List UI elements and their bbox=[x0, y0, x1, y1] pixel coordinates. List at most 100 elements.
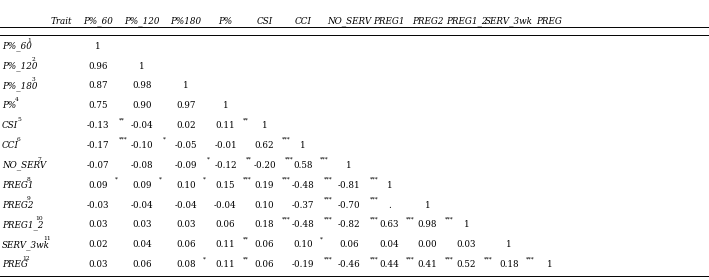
Text: 0.06: 0.06 bbox=[339, 240, 359, 249]
Text: 0.90: 0.90 bbox=[132, 101, 152, 110]
Text: -0.08: -0.08 bbox=[130, 161, 153, 170]
Text: ***: *** bbox=[281, 176, 290, 181]
Text: PREG: PREG bbox=[2, 260, 28, 269]
Text: ***: *** bbox=[445, 216, 453, 221]
Text: 0.02: 0.02 bbox=[88, 240, 108, 249]
Text: 0.15: 0.15 bbox=[216, 181, 235, 190]
Text: CSI: CSI bbox=[257, 17, 272, 26]
Text: 0.02: 0.02 bbox=[176, 121, 196, 130]
Text: 0.03: 0.03 bbox=[88, 260, 108, 269]
Text: 0.98: 0.98 bbox=[132, 81, 152, 90]
Text: 1: 1 bbox=[183, 81, 189, 90]
Text: 0.06: 0.06 bbox=[216, 220, 235, 229]
Text: -0.81: -0.81 bbox=[337, 181, 360, 190]
Text: 0.11: 0.11 bbox=[216, 240, 235, 249]
Text: 8: 8 bbox=[26, 176, 30, 181]
Text: -0.07: -0.07 bbox=[86, 161, 109, 170]
Text: *: * bbox=[203, 176, 206, 181]
Text: CSI: CSI bbox=[2, 121, 18, 130]
Text: 0.52: 0.52 bbox=[457, 260, 476, 269]
Text: ***: *** bbox=[323, 216, 333, 221]
Text: 0.87: 0.87 bbox=[88, 81, 108, 90]
Text: 0.10: 0.10 bbox=[176, 181, 196, 190]
Text: PREG1: PREG1 bbox=[2, 181, 33, 190]
Text: P%_60: P%_60 bbox=[83, 17, 113, 27]
Text: 0.03: 0.03 bbox=[457, 240, 476, 249]
Text: *: * bbox=[159, 176, 162, 181]
Text: 0.11: 0.11 bbox=[216, 121, 235, 130]
Text: 1: 1 bbox=[547, 260, 552, 269]
Text: 0.41: 0.41 bbox=[418, 260, 437, 269]
Text: ***: *** bbox=[323, 176, 333, 181]
Text: *: * bbox=[115, 176, 118, 181]
Text: *: * bbox=[163, 137, 166, 142]
Text: P%: P% bbox=[218, 17, 233, 26]
Text: 0.44: 0.44 bbox=[379, 260, 399, 269]
Text: -0.48: -0.48 bbox=[291, 220, 314, 229]
Text: **: ** bbox=[247, 157, 252, 162]
Text: 0.03: 0.03 bbox=[176, 220, 196, 229]
Text: -0.09: -0.09 bbox=[174, 161, 197, 170]
Text: PREG2: PREG2 bbox=[2, 200, 33, 209]
Text: SERV_3wk: SERV_3wk bbox=[485, 17, 533, 27]
Text: 0.04: 0.04 bbox=[379, 240, 399, 249]
Text: ***: *** bbox=[445, 256, 453, 261]
Text: -0.19: -0.19 bbox=[291, 260, 314, 269]
Text: *: * bbox=[320, 236, 323, 241]
Text: ***: *** bbox=[119, 137, 128, 142]
Text: -0.04: -0.04 bbox=[130, 121, 153, 130]
Text: P%_60: P%_60 bbox=[2, 41, 32, 51]
Text: -0.12: -0.12 bbox=[214, 161, 237, 170]
Text: ***: *** bbox=[370, 196, 379, 201]
Text: 7: 7 bbox=[38, 157, 41, 162]
Text: CCI: CCI bbox=[294, 17, 311, 26]
Text: 0.63: 0.63 bbox=[379, 220, 399, 229]
Text: Trait: Trait bbox=[51, 17, 72, 26]
Text: 0.96: 0.96 bbox=[88, 62, 108, 71]
Text: 0.10: 0.10 bbox=[255, 200, 274, 209]
Text: SERV_3wk: SERV_3wk bbox=[2, 240, 50, 249]
Text: -0.03: -0.03 bbox=[86, 200, 109, 209]
Text: CCI: CCI bbox=[2, 141, 19, 150]
Text: 0.03: 0.03 bbox=[88, 220, 108, 229]
Text: ***: *** bbox=[281, 216, 290, 221]
Text: -0.70: -0.70 bbox=[337, 200, 360, 209]
Text: *: * bbox=[207, 157, 210, 162]
Text: PREG2: PREG2 bbox=[412, 17, 443, 26]
Text: -0.17: -0.17 bbox=[86, 141, 109, 150]
Text: ***: *** bbox=[281, 137, 290, 142]
Text: ***: *** bbox=[285, 157, 294, 162]
Text: ***: *** bbox=[323, 256, 333, 261]
Text: 2: 2 bbox=[32, 57, 35, 62]
Text: -0.46: -0.46 bbox=[337, 260, 360, 269]
Text: 0.98: 0.98 bbox=[418, 220, 437, 229]
Text: 1: 1 bbox=[506, 240, 512, 249]
Text: 0.18: 0.18 bbox=[255, 220, 274, 229]
Text: -0.04: -0.04 bbox=[130, 200, 153, 209]
Text: ***: *** bbox=[526, 256, 535, 261]
Text: 1: 1 bbox=[386, 181, 392, 190]
Text: -0.20: -0.20 bbox=[253, 161, 276, 170]
Text: 0.19: 0.19 bbox=[255, 181, 274, 190]
Text: 0.10: 0.10 bbox=[293, 240, 313, 249]
Text: ***: *** bbox=[370, 216, 379, 221]
Text: 1: 1 bbox=[262, 121, 267, 130]
Text: -0.82: -0.82 bbox=[337, 220, 360, 229]
Text: -0.13: -0.13 bbox=[86, 121, 109, 130]
Text: ***: *** bbox=[242, 176, 251, 181]
Text: 0.06: 0.06 bbox=[176, 240, 196, 249]
Text: 0.03: 0.03 bbox=[132, 220, 152, 229]
Text: 5: 5 bbox=[18, 117, 21, 122]
Text: 3: 3 bbox=[32, 77, 35, 82]
Text: 0.04: 0.04 bbox=[132, 240, 152, 249]
Text: 6: 6 bbox=[17, 137, 21, 142]
Text: -0.48: -0.48 bbox=[291, 181, 314, 190]
Text: -0.04: -0.04 bbox=[174, 200, 197, 209]
Text: P%: P% bbox=[2, 101, 16, 110]
Text: 0.06: 0.06 bbox=[132, 260, 152, 269]
Text: PREG1: PREG1 bbox=[374, 17, 405, 26]
Text: 1: 1 bbox=[464, 220, 469, 229]
Text: P%_120: P%_120 bbox=[124, 17, 160, 27]
Text: ***: *** bbox=[320, 157, 328, 162]
Text: P%_120: P%_120 bbox=[2, 61, 38, 71]
